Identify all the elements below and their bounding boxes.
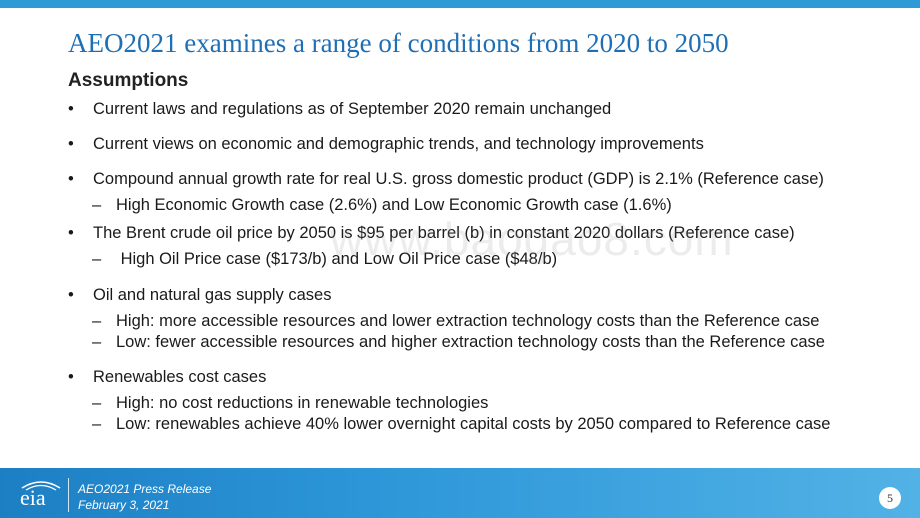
footer-divider: [68, 478, 69, 512]
list-item-text: Low: fewer accessible resources and high…: [116, 333, 825, 351]
list-item-text: Renewables cost cases: [93, 368, 267, 386]
list-item-text: Current laws and regulations as of Septe…: [93, 100, 612, 118]
list-item-text: The Brent crude oil price by 2050 is $95…: [93, 224, 795, 242]
dash-marker: –: [92, 312, 102, 330]
bullet-marker: •: [68, 368, 74, 386]
assumptions-heading: Assumptions: [68, 70, 189, 91]
bullet-marker: •: [68, 286, 74, 304]
dash-marker: –: [92, 333, 102, 351]
eia-logo-icon: [21, 481, 61, 491]
list-item-text: High: no cost reductions in renewable te…: [116, 394, 489, 412]
dash-marker: –: [92, 196, 102, 214]
list-item-text: Compound annual growth rate for real U.S…: [93, 170, 824, 188]
page-number: 5: [879, 487, 901, 509]
list-item-text: Low: renewables achieve 40% lower overni…: [116, 415, 831, 433]
dash-marker: –: [92, 394, 102, 412]
footer-bar: [0, 468, 920, 518]
bullet-marker: •: [68, 100, 74, 118]
list-item-text: Oil and natural gas supply cases: [93, 286, 332, 304]
dash-marker: –: [92, 250, 102, 268]
footer-date: February 3, 2021: [78, 498, 170, 512]
watermark: www.baogao8.com: [330, 213, 734, 265]
top-accent-bar: [0, 0, 920, 8]
footer-title: AEO2021 Press Release: [78, 482, 212, 496]
list-item-text: High: more accessible resources and lowe…: [116, 312, 820, 330]
list-item-text: High Oil Price case ($173/b) and Low Oil…: [116, 250, 558, 268]
bullet-marker: •: [68, 170, 74, 188]
list-item-text: Current views on economic and demographi…: [93, 135, 704, 153]
list-item-text: High Economic Growth case (2.6%) and Low…: [116, 196, 672, 214]
slide-title: AEO2021 examines a range of conditions f…: [68, 28, 729, 58]
eia-logo-text: eia: [20, 485, 46, 510]
dash-marker: –: [92, 415, 102, 433]
bullet-marker: •: [68, 135, 74, 153]
bullet-marker: •: [68, 224, 74, 242]
